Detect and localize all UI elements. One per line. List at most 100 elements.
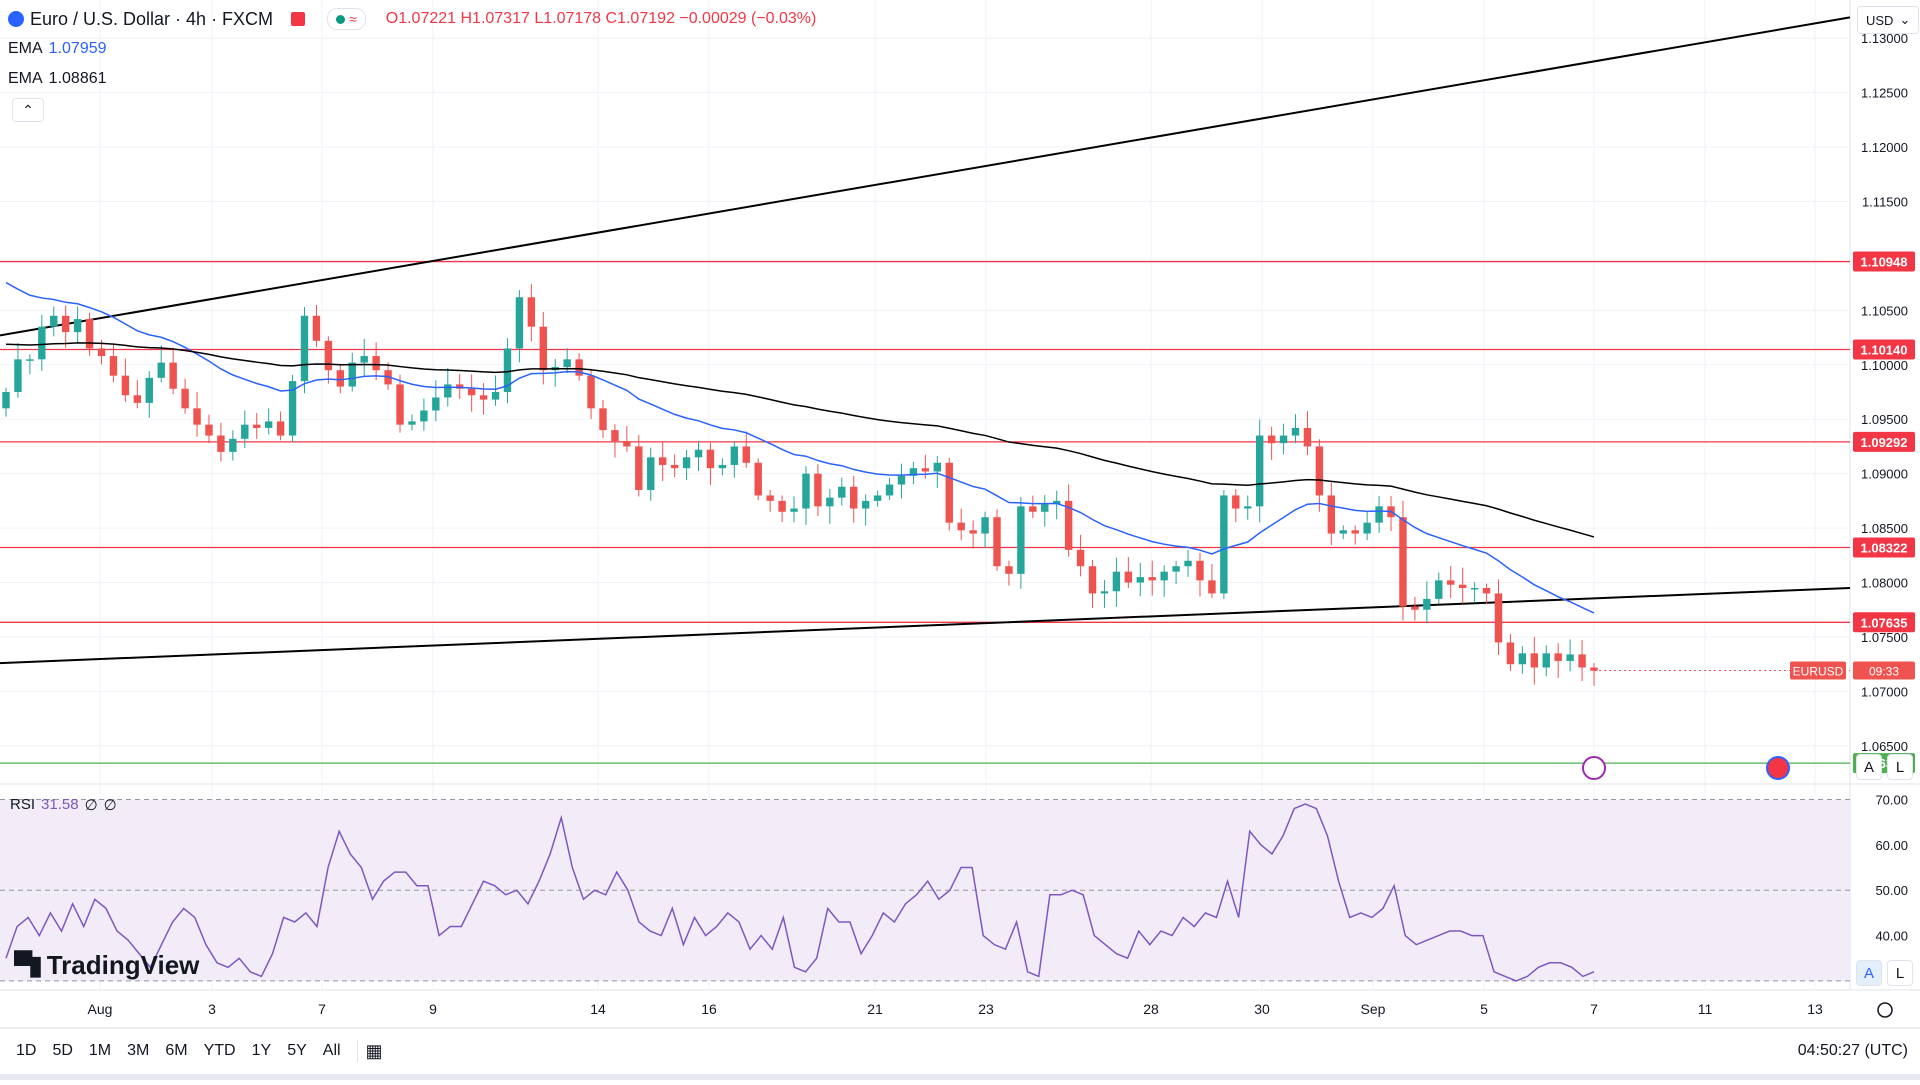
range-button-1y[interactable]: 1Y (251, 1042, 272, 1059)
countdown-label: 09:33 (1869, 665, 1899, 679)
economic-event-icon[interactable] (1766, 756, 1790, 780)
candle-down (1076, 549, 1085, 567)
rsi-tick-label: 40.00 (1875, 929, 1908, 944)
lightning-event-icon[interactable] (1582, 756, 1606, 780)
candle-down (97, 348, 106, 357)
candle-up (838, 486, 846, 498)
candle-up (26, 359, 34, 361)
symbol-title[interactable]: Euro / U.S. Dollar · 4h · FXCM (30, 8, 274, 29)
price-tick-label: 1.07000 (1861, 684, 1908, 699)
range-button-5y[interactable]: 5Y (287, 1042, 307, 1059)
ema-slow-value: 1.08861 (48, 70, 107, 87)
low-value: L1.07178 (534, 10, 602, 27)
candle-up (1542, 653, 1550, 668)
candle-down (778, 500, 786, 512)
candle-down (1411, 606, 1419, 610)
candle-down (324, 340, 333, 371)
candle-down (623, 441, 631, 447)
symbol-logo-icon (8, 11, 24, 27)
candle-down (1267, 435, 1276, 444)
settings-gear-icon[interactable] (1877, 1002, 1893, 1018)
rsi-legend[interactable]: RSI 31.58 ∅ ∅ (10, 796, 117, 814)
ema-slow-legend[interactable]: EMA 1.08861 (8, 70, 107, 88)
time-tick-label: 9 (429, 1001, 437, 1017)
calendar-icon[interactable]: ▦ (365, 1040, 383, 1061)
range-button-6m[interactable]: 6M (165, 1042, 188, 1059)
candle-up (408, 421, 416, 425)
price-tick-label: 1.08500 (1861, 521, 1908, 536)
ema-fast-label: EMA (8, 40, 43, 57)
flag-icon[interactable] (291, 12, 306, 26)
candle-up (790, 508, 798, 512)
candle-down (1530, 653, 1539, 668)
range-button-3m[interactable]: 3M (127, 1042, 150, 1059)
log-scale-button[interactable]: L (1887, 754, 1913, 780)
ema-fast-legend[interactable]: EMA 1.07959 (8, 40, 107, 58)
candle-up (1435, 580, 1443, 599)
rsi-band (0, 799, 1850, 981)
ema-slow-label: EMA (8, 70, 43, 87)
candle-down (706, 449, 715, 469)
candle-down (133, 395, 142, 403)
candle-up (682, 457, 691, 469)
candle-down (1351, 530, 1359, 534)
candle-up (1566, 654, 1574, 661)
candle-down (467, 388, 476, 396)
range-button-1m[interactable]: 1M (88, 1042, 112, 1059)
level-label: 1.09292 (1861, 435, 1908, 450)
log-scale-label: L (1895, 758, 1905, 776)
range-button-all[interactable]: All (322, 1042, 341, 1059)
candle-up (981, 517, 989, 534)
tradingview-logo[interactable]: ▀▮ TradingView (14, 950, 199, 981)
candle-up (14, 359, 22, 392)
candle-up (229, 438, 237, 452)
candle-down (1232, 495, 1240, 509)
trendline[interactable] (0, 587, 1851, 665)
candle-up (145, 377, 153, 403)
candle-up (432, 397, 440, 411)
time-tick-label: 21 (867, 1001, 883, 1017)
collapse-legend-button[interactable]: ⌃ (12, 98, 44, 122)
currency-button[interactable]: USD ⌄ (1857, 6, 1920, 34)
candle-up (1172, 566, 1180, 572)
range-button-5d[interactable]: 5D (52, 1042, 73, 1059)
range-button-1d[interactable]: 1D (16, 1042, 37, 1059)
candle-up (73, 319, 82, 333)
level-label-box (1853, 251, 1915, 272)
candle-down (993, 517, 1001, 567)
range-button-ytd[interactable]: YTD (203, 1042, 236, 1059)
rsi-auto-scale-button[interactable]: A (1856, 960, 1882, 986)
auto-scale-button[interactable]: A (1856, 754, 1882, 780)
time-tick-label: 3 (208, 1001, 216, 1017)
time-tick-label: 28 (1143, 1001, 1159, 1017)
candle-down (742, 446, 750, 463)
rsi-log-scale-button[interactable]: L (1887, 960, 1913, 986)
market-status-pill[interactable]: ≈ (327, 8, 366, 30)
wave-icon: ≈ (349, 11, 357, 27)
ohlc-values: O1.07221 H1.07317 L1.07178 C1.07192 −0.0… (386, 10, 817, 28)
candle-up (1255, 435, 1264, 507)
level-label-box (1853, 537, 1915, 558)
trendline[interactable] (0, 16, 1851, 337)
change-value: −0.00029 (−0.03%) (679, 10, 817, 27)
utc-clock[interactable]: 04:50:27 (UTC) (1797, 1042, 1908, 1059)
rsi-auto-scale-label: A (1863, 964, 1874, 982)
candle-down (1482, 588, 1491, 594)
candle-up (933, 462, 942, 472)
auto-scale-label: A (1863, 758, 1874, 776)
candle-up (264, 421, 273, 428)
candle-down (945, 462, 953, 523)
candle-down (635, 446, 643, 490)
candle-up (1244, 506, 1252, 509)
candle-up (718, 464, 727, 469)
time-tick-label: 13 (1807, 1001, 1823, 1017)
candle-down (766, 495, 774, 501)
candle-up (647, 457, 655, 490)
candle-down (575, 359, 583, 376)
candle-down (217, 435, 225, 452)
candle-down (921, 468, 930, 472)
price-tick-label: 1.13000 (1861, 31, 1908, 46)
candle-up (420, 410, 428, 422)
